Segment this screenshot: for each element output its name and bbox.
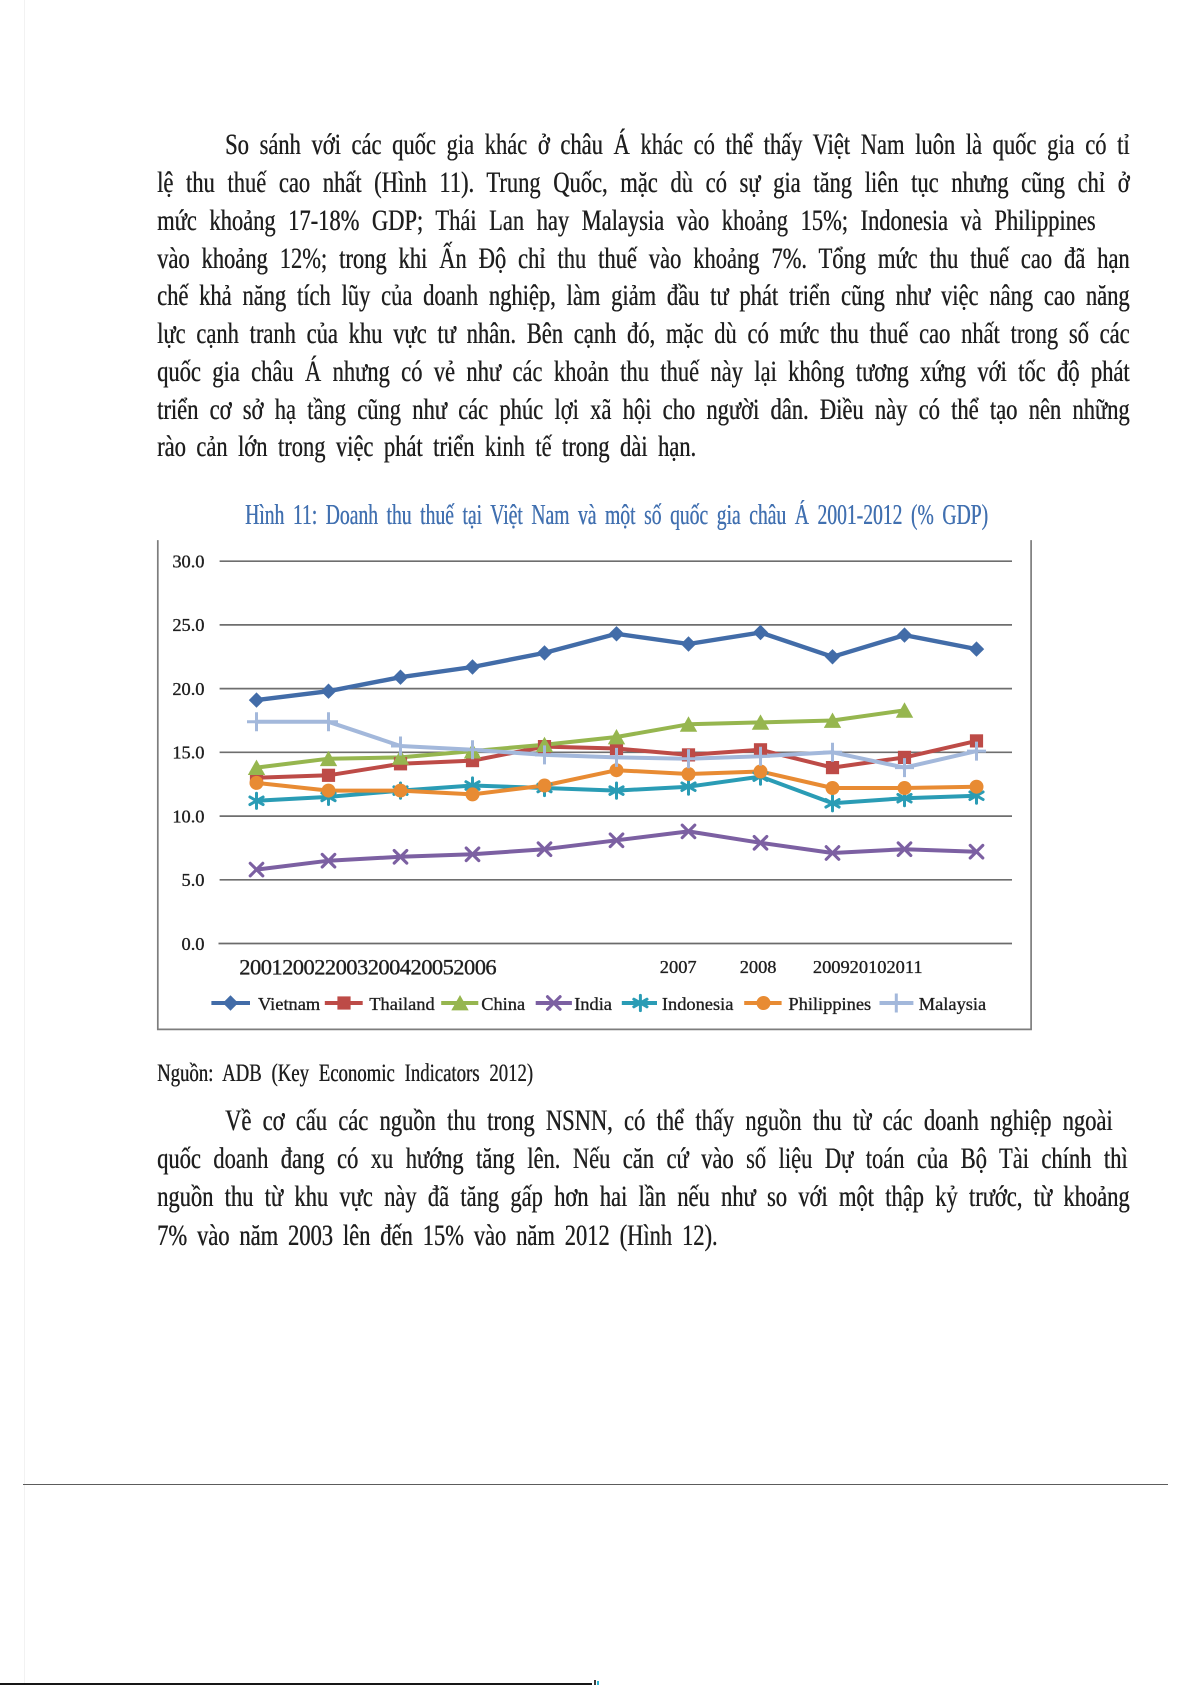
- svg-text:10.0: 10.0: [172, 806, 204, 826]
- svg-text:Malaysia: Malaysia: [919, 994, 986, 1014]
- svg-text:2007: 2007: [660, 957, 697, 977]
- svg-text:Thailand: Thailand: [369, 994, 434, 1014]
- svg-text:15.0: 15.0: [172, 743, 204, 763]
- svg-text:2008: 2008: [740, 957, 777, 977]
- svg-text:5.0: 5.0: [182, 870, 205, 890]
- svg-text:200920102011: 200920102011: [813, 957, 923, 977]
- svg-text:India: India: [574, 994, 612, 1014]
- svg-text:Indonesia: Indonesia: [662, 994, 734, 1014]
- svg-text:200120022003200420052006: 200120022003200420052006: [239, 954, 496, 979]
- svg-text:China: China: [481, 994, 525, 1014]
- svg-text:30.0: 30.0: [172, 552, 204, 572]
- svg-text:20.0: 20.0: [172, 679, 204, 699]
- svg-text:0.0: 0.0: [182, 934, 205, 954]
- svg-text:25.0: 25.0: [172, 615, 204, 635]
- svg-text:Vietnam: Vietnam: [258, 994, 321, 1014]
- svg-text:Philippines: Philippines: [788, 994, 871, 1014]
